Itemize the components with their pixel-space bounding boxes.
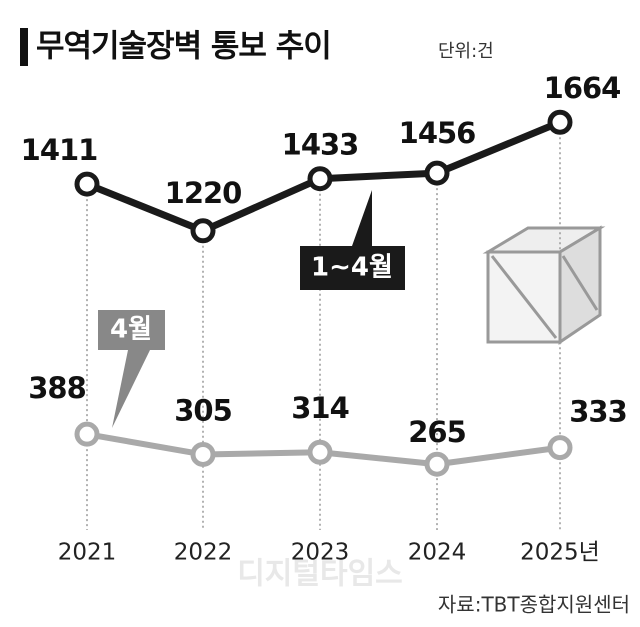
legend-label: 1~4월 <box>311 253 393 283</box>
callout <box>98 310 165 428</box>
value-label: 1411 <box>21 133 98 167</box>
chart-title: 무역기술장벽 통보 추이 <box>36 29 331 65</box>
point <box>547 435 573 461</box>
value-label: 1433 <box>282 128 359 162</box>
point <box>74 421 100 447</box>
x-tick-label: 2022 <box>174 540 233 566</box>
source: 자료:TBT종합지원센터 <box>438 593 630 617</box>
unit-label: 단위:건 <box>438 41 494 62</box>
point <box>424 160 450 186</box>
point <box>190 218 216 244</box>
value-label: 1664 <box>544 71 621 105</box>
x-tick-label: 2024 <box>408 540 467 566</box>
watermark: 디지털타임스 <box>237 557 403 592</box>
value-label: 314 <box>291 391 349 425</box>
callout <box>300 190 405 290</box>
point <box>190 441 216 467</box>
title-bar <box>20 28 28 66</box>
x-tick-label: 2025년 <box>520 540 600 566</box>
point <box>307 166 333 192</box>
value-label: 333 <box>569 395 627 429</box>
point <box>424 451 450 477</box>
point <box>547 109 573 135</box>
x-tick-label: 2021 <box>58 540 117 566</box>
point <box>307 439 333 465</box>
legend-label: 4월 <box>110 315 152 345</box>
x-tick-label: 2023 <box>291 540 350 566</box>
value-label: 1220 <box>165 176 242 210</box>
value-label: 305 <box>174 393 232 427</box>
value-label: 1456 <box>399 116 476 150</box>
value-label: 265 <box>408 415 466 449</box>
point <box>74 171 100 197</box>
value-label: 388 <box>28 371 86 405</box>
box-icon <box>482 225 606 345</box>
